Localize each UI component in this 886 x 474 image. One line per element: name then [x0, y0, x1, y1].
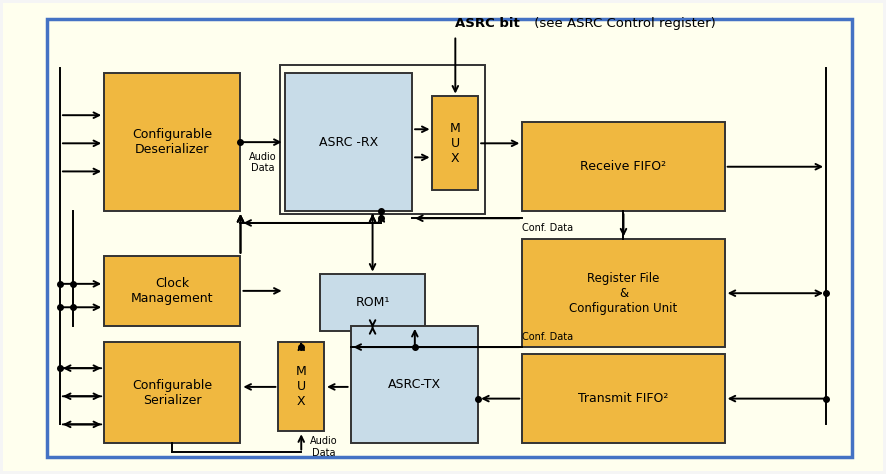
Text: Register File
&
Configuration Unit: Register File & Configuration Unit: [570, 272, 678, 315]
Text: Configurable
Serializer: Configurable Serializer: [132, 379, 213, 407]
Text: Clock
Management: Clock Management: [131, 277, 214, 305]
Text: M
U
X: M U X: [450, 122, 461, 165]
Text: Audio
Data: Audio Data: [249, 152, 276, 173]
Text: M
U
X: M U X: [296, 365, 307, 409]
FancyBboxPatch shape: [320, 274, 425, 331]
FancyBboxPatch shape: [278, 342, 324, 431]
Text: Receive FIFO²: Receive FIFO²: [580, 160, 666, 173]
FancyBboxPatch shape: [432, 97, 478, 190]
Text: ASRC bit: ASRC bit: [455, 18, 520, 30]
FancyBboxPatch shape: [104, 73, 240, 211]
FancyBboxPatch shape: [104, 256, 240, 326]
Text: ASRC-TX: ASRC-TX: [388, 378, 441, 391]
FancyBboxPatch shape: [351, 326, 478, 443]
FancyBboxPatch shape: [522, 239, 725, 347]
Text: Conf. Data: Conf. Data: [522, 223, 573, 233]
Text: ROM¹: ROM¹: [355, 296, 390, 309]
Text: ASRC -RX: ASRC -RX: [319, 136, 378, 149]
FancyBboxPatch shape: [284, 73, 412, 211]
FancyBboxPatch shape: [104, 342, 240, 443]
FancyBboxPatch shape: [522, 354, 725, 443]
FancyBboxPatch shape: [47, 19, 852, 457]
FancyBboxPatch shape: [522, 122, 725, 211]
Text: (see ASRC Control register): (see ASRC Control register): [530, 18, 716, 30]
Text: Audio
Data: Audio Data: [310, 436, 338, 458]
Text: Configurable
Deserializer: Configurable Deserializer: [132, 128, 213, 156]
Text: Conf. Data: Conf. Data: [522, 332, 573, 342]
Text: Transmit FIFO²: Transmit FIFO²: [579, 392, 669, 405]
